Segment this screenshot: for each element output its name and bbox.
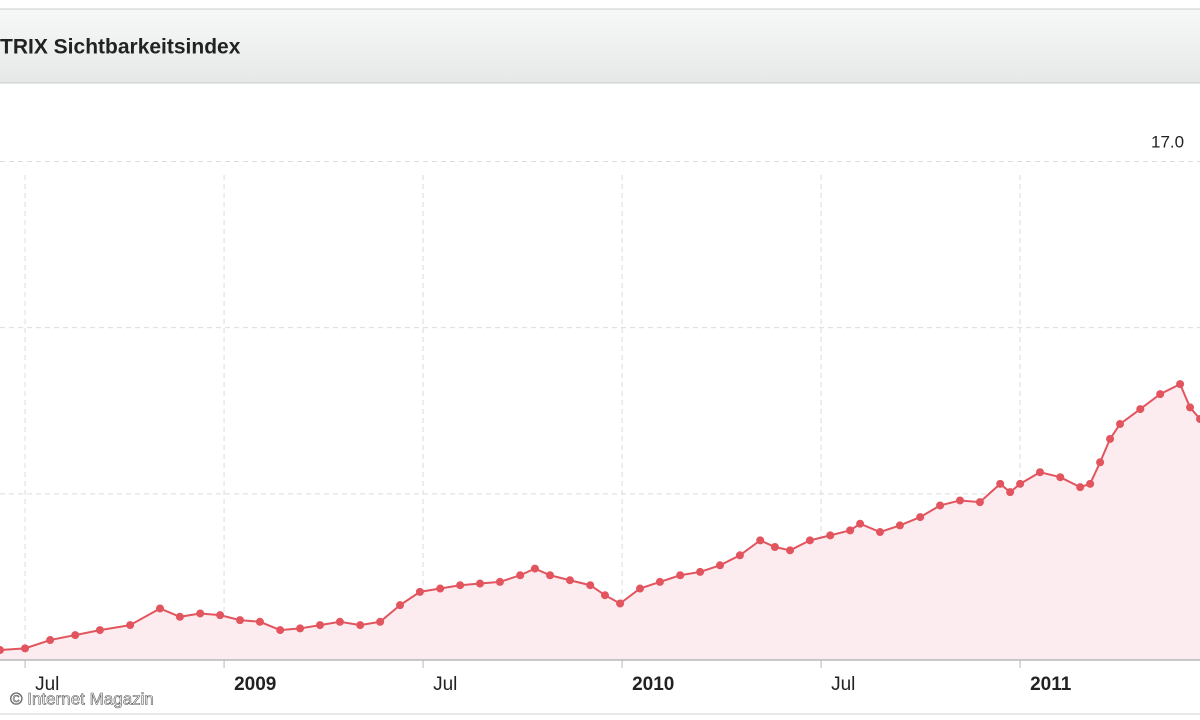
point bbox=[876, 528, 884, 537]
x-tick-label: Jul bbox=[35, 674, 59, 695]
point bbox=[1136, 405, 1145, 414]
point bbox=[1196, 415, 1200, 424]
point bbox=[846, 526, 855, 535]
point bbox=[156, 604, 164, 613]
point bbox=[826, 531, 835, 540]
point bbox=[856, 519, 865, 528]
header-bar bbox=[0, 8, 1200, 84]
point bbox=[1106, 434, 1115, 443]
point bbox=[495, 577, 504, 586]
point bbox=[770, 542, 779, 551]
point bbox=[716, 561, 724, 570]
chart-title: TRIX Sichtbarkeitsindex bbox=[0, 36, 241, 59]
point bbox=[756, 536, 765, 545]
point bbox=[696, 567, 705, 576]
point bbox=[236, 616, 244, 625]
point bbox=[0, 646, 4, 655]
point bbox=[95, 626, 104, 635]
x-tick-label: Jul bbox=[433, 674, 457, 695]
point bbox=[255, 617, 264, 626]
point bbox=[975, 498, 984, 507]
point bbox=[21, 644, 30, 653]
point bbox=[415, 587, 424, 596]
point bbox=[616, 599, 625, 608]
point bbox=[786, 546, 795, 555]
annotation: 17.0 bbox=[1151, 132, 1184, 151]
point bbox=[196, 609, 205, 618]
point bbox=[216, 611, 225, 620]
point bbox=[636, 584, 644, 593]
point bbox=[1006, 488, 1015, 497]
point bbox=[1076, 483, 1085, 492]
point bbox=[735, 551, 744, 560]
point bbox=[1056, 473, 1065, 482]
point bbox=[456, 581, 465, 590]
point bbox=[396, 601, 404, 610]
point bbox=[600, 591, 609, 600]
point bbox=[516, 571, 525, 580]
point bbox=[655, 577, 664, 586]
point bbox=[1116, 420, 1124, 429]
point bbox=[936, 501, 945, 510]
point bbox=[436, 584, 445, 593]
watermark: © Internet Magazin bbox=[10, 689, 154, 708]
point bbox=[1186, 403, 1195, 412]
point bbox=[175, 612, 184, 621]
point bbox=[546, 571, 555, 580]
point bbox=[356, 621, 365, 630]
point bbox=[565, 576, 574, 585]
point bbox=[476, 579, 484, 588]
point bbox=[335, 617, 344, 626]
area bbox=[0, 384, 1200, 660]
point bbox=[996, 479, 1005, 488]
x-tick-label: 2009 bbox=[234, 674, 276, 695]
point bbox=[916, 513, 925, 522]
point bbox=[530, 564, 539, 573]
point bbox=[376, 617, 385, 626]
point bbox=[895, 521, 904, 530]
x-tick-label: Jul bbox=[831, 674, 855, 695]
point bbox=[1086, 479, 1095, 488]
point bbox=[805, 536, 814, 545]
point bbox=[1156, 390, 1165, 399]
point bbox=[126, 621, 135, 630]
x-tick-label: 2010 bbox=[632, 674, 674, 695]
point bbox=[586, 581, 595, 590]
plot-area: Jul 2009 Jul 2010 Jul 2011 bbox=[0, 160, 1200, 695]
point bbox=[276, 626, 285, 635]
point bbox=[1096, 458, 1105, 467]
point bbox=[1036, 468, 1044, 477]
point bbox=[1016, 479, 1025, 488]
point bbox=[676, 571, 685, 580]
point bbox=[71, 631, 80, 640]
point bbox=[296, 624, 305, 633]
x-tick-label: 2011 bbox=[1030, 674, 1072, 695]
point bbox=[1176, 380, 1185, 389]
point bbox=[956, 496, 964, 505]
point bbox=[46, 636, 55, 645]
point bbox=[316, 621, 324, 630]
